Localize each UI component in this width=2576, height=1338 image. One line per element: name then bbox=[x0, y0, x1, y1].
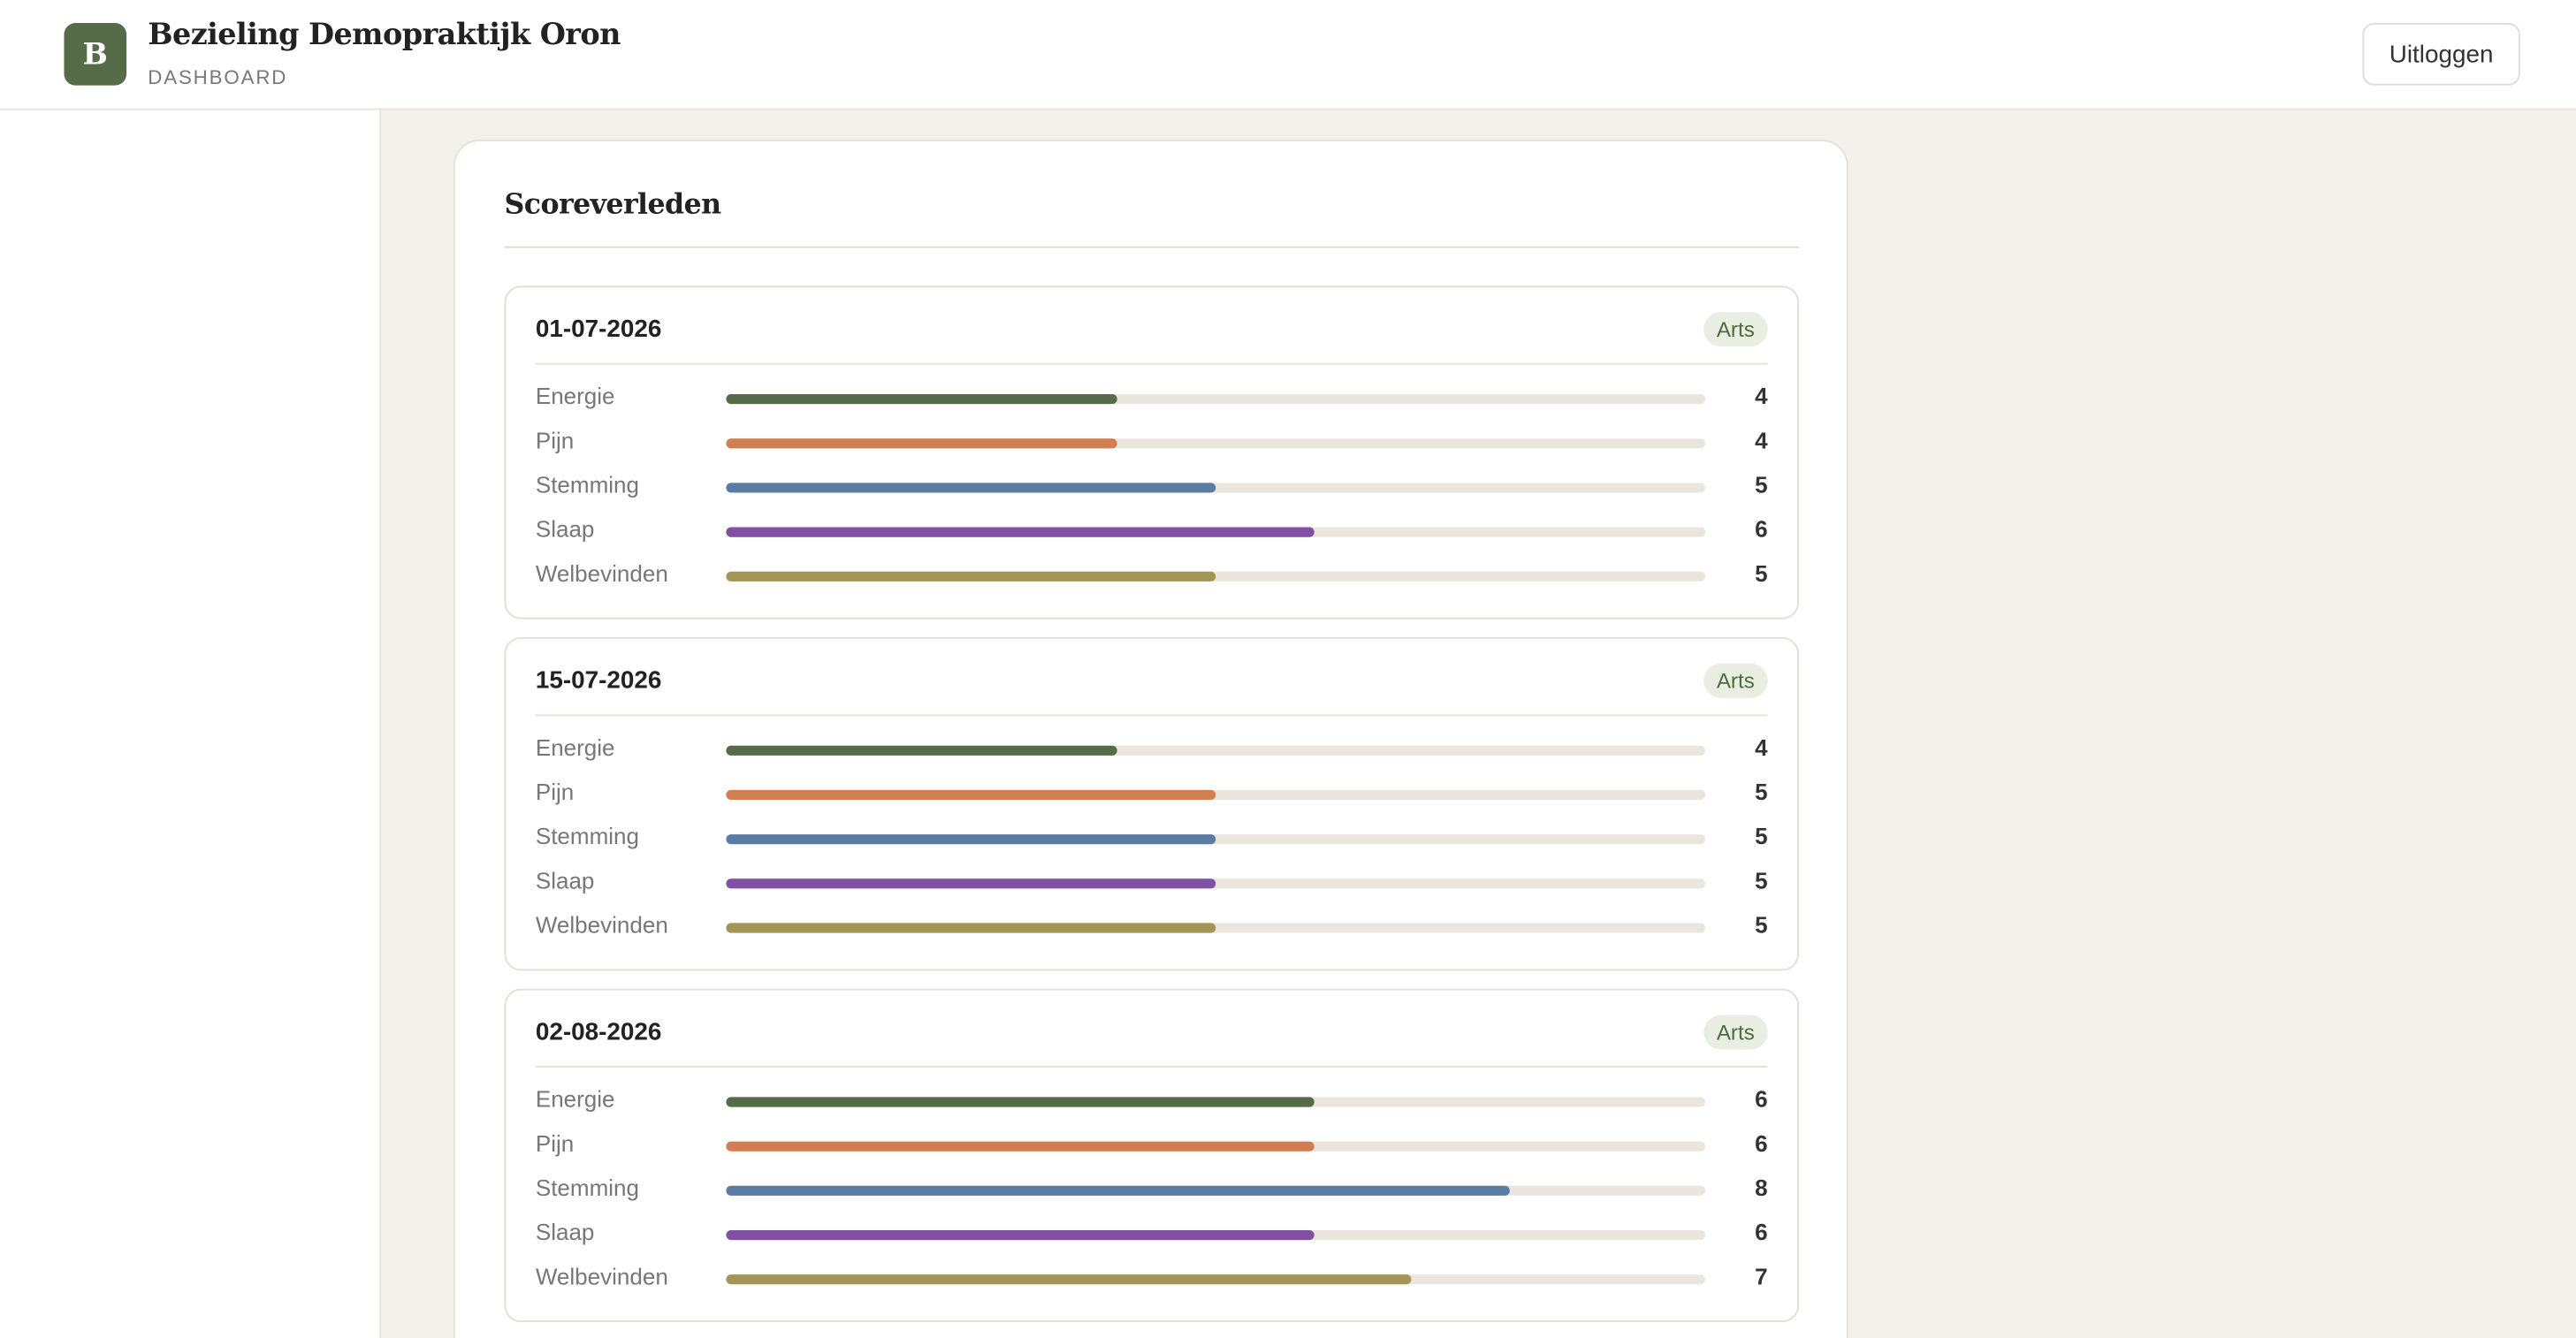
metric-label: Energie bbox=[535, 734, 615, 761]
score-entry: 01-07-2026 Arts Energie 4 Pijn 4 Stemming 5 Slaa… bbox=[504, 285, 1799, 620]
metric-label: Energie bbox=[535, 383, 615, 409]
metric-label: Stemming bbox=[535, 1174, 639, 1201]
divider bbox=[535, 362, 1768, 365]
metric-value: 5 bbox=[1755, 867, 1768, 893]
metric-value: 4 bbox=[1755, 383, 1768, 409]
bar-track bbox=[726, 1229, 1706, 1241]
bar bbox=[726, 394, 1118, 405]
metric-label: Slaap bbox=[535, 1218, 595, 1245]
metric-value: 4 bbox=[1755, 734, 1768, 761]
metric-value: 6 bbox=[1755, 1129, 1768, 1157]
bar-track bbox=[726, 438, 1706, 449]
metric-label: Slaap bbox=[535, 867, 595, 893]
metric-label: Welbevinden bbox=[535, 911, 668, 939]
bar-track bbox=[726, 394, 1706, 405]
bar-track bbox=[726, 878, 1706, 889]
metric-value: 5 bbox=[1755, 778, 1768, 805]
bar bbox=[726, 834, 1216, 845]
logo: B bbox=[64, 23, 127, 86]
bar bbox=[726, 483, 1216, 493]
bar-track bbox=[726, 527, 1706, 537]
metric-value: 4 bbox=[1755, 427, 1768, 453]
header: B Bezieling Demopraktijk Oron DASHBOARD … bbox=[0, 0, 2576, 110]
bar bbox=[726, 527, 1314, 537]
divider bbox=[504, 246, 1799, 248]
history-card: Scoreverleden 01-07-2026 Arts Energie 4 Pijn… bbox=[453, 139, 1848, 1338]
metric-value: 6 bbox=[1755, 515, 1768, 543]
bar bbox=[726, 1229, 1314, 1241]
bar bbox=[726, 571, 1216, 582]
metric-label: Stemming bbox=[535, 823, 639, 849]
card-title: Scoreverleden bbox=[504, 188, 722, 222]
bar bbox=[726, 923, 1216, 933]
bar-track bbox=[726, 1185, 1706, 1196]
metric-value: 6 bbox=[1755, 1085, 1768, 1113]
entry-date: 01-07-2026 bbox=[535, 315, 662, 344]
bar bbox=[726, 878, 1216, 889]
role-badge: Arts bbox=[1703, 312, 1768, 347]
bar bbox=[726, 1274, 1412, 1285]
bar-track bbox=[726, 745, 1706, 756]
entry-date: 02-08-2026 bbox=[535, 1018, 662, 1046]
metric-value: 5 bbox=[1755, 823, 1768, 849]
metric-value: 5 bbox=[1755, 471, 1768, 498]
entry-date: 15-07-2026 bbox=[535, 666, 662, 696]
bar bbox=[726, 1097, 1314, 1107]
metric-label: Pijn bbox=[535, 427, 575, 453]
metric-value: 8 bbox=[1755, 1174, 1768, 1201]
metric-value: 5 bbox=[1755, 559, 1768, 587]
app-title: Bezieling Demopraktijk Oron bbox=[148, 18, 621, 53]
bar-track bbox=[726, 1274, 1706, 1285]
metric-value: 5 bbox=[1755, 911, 1768, 939]
metric-label: Energie bbox=[535, 1085, 615, 1113]
bar bbox=[726, 438, 1118, 449]
metric-label: Welbevinden bbox=[535, 559, 668, 587]
bar-track bbox=[726, 834, 1706, 845]
metric-label: Stemming bbox=[535, 471, 639, 498]
app-subtitle: DASHBOARD bbox=[148, 65, 288, 89]
role-badge: Arts bbox=[1703, 663, 1768, 698]
metric-label: Welbevinden bbox=[535, 1263, 668, 1289]
logout-button[interactable]: Uitloggen bbox=[2362, 23, 2520, 86]
role-badge: Arts bbox=[1703, 1015, 1768, 1050]
bar bbox=[726, 1141, 1314, 1152]
bar bbox=[726, 1185, 1510, 1196]
metric-label: Slaap bbox=[535, 515, 595, 543]
bar bbox=[726, 745, 1118, 756]
bar-track bbox=[726, 1141, 1706, 1152]
bar-track bbox=[726, 1097, 1706, 1107]
sidebar bbox=[0, 110, 382, 1338]
score-entry: 02-08-2026 Arts Energie 6 Pijn 6 Stemming 8 Slaa… bbox=[504, 988, 1799, 1323]
metric-label: Pijn bbox=[535, 778, 575, 805]
bar-track bbox=[726, 789, 1706, 801]
bar-track bbox=[726, 483, 1706, 493]
bar-track bbox=[726, 923, 1706, 933]
divider bbox=[535, 1066, 1768, 1068]
score-entry: 15-07-2026 Arts Energie 4 Pijn 5 Stemming 5 Slaa… bbox=[504, 637, 1799, 971]
metric-value: 6 bbox=[1755, 1218, 1768, 1245]
bar-track bbox=[726, 571, 1706, 582]
metric-label: Pijn bbox=[535, 1129, 575, 1157]
bar bbox=[726, 789, 1216, 801]
divider bbox=[535, 714, 1768, 717]
metric-value: 7 bbox=[1755, 1263, 1768, 1289]
